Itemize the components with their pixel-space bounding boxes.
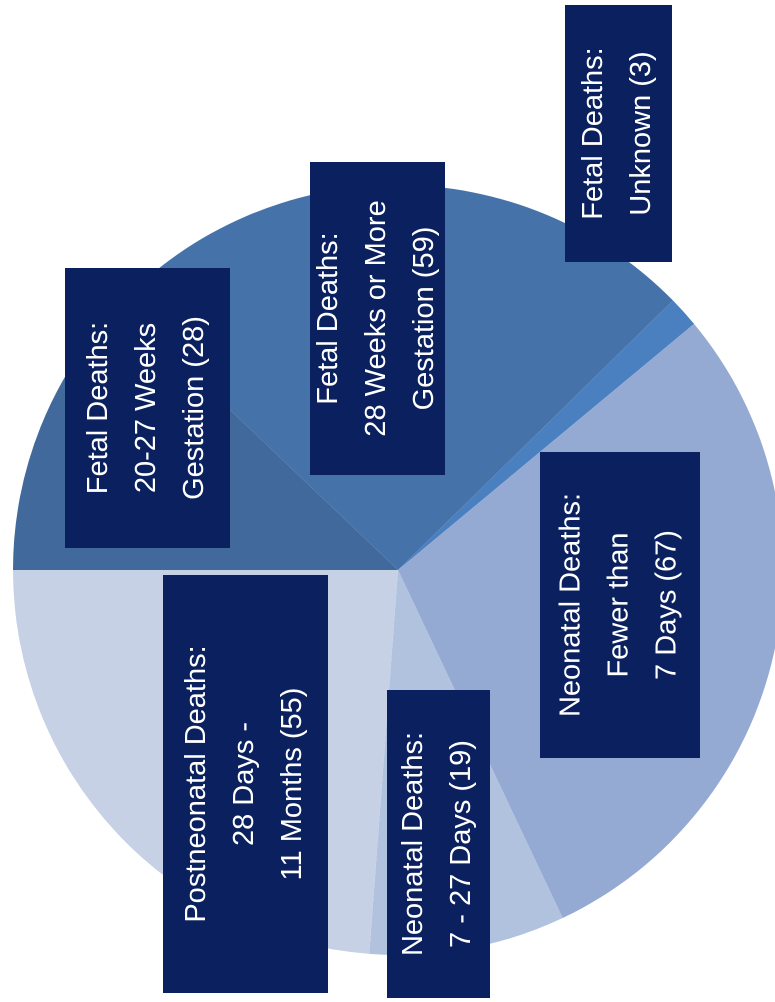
- label-text: Fewer than: [603, 532, 635, 677]
- label-text: Neonatal Deaths:: [555, 493, 587, 717]
- label-text: 28 Weeks or More: [360, 200, 392, 436]
- label-text: Fetal Deaths:: [312, 232, 344, 404]
- slice-label: Neonatal Deaths: Fewer than 7 Days (67): [540, 452, 700, 758]
- label-box: [65, 268, 230, 548]
- label-box: [163, 575, 328, 993]
- pie-slice: [398, 300, 695, 570]
- label-text: Unknown (3): [625, 51, 657, 215]
- slice-label: Fetal Deaths: 20-27 Weeks Gestation (28): [65, 268, 230, 548]
- label-text: Postneonatal Deaths:: [180, 645, 212, 922]
- slice-label: Postneonatal Deaths: 28 Days - 11 Months (…: [163, 575, 328, 993]
- label-text: Neonatal Deaths:: [397, 732, 429, 956]
- label-box: [310, 162, 445, 475]
- label-text: Gestation (28): [178, 316, 210, 500]
- label-text: Fetal Deaths:: [82, 322, 114, 494]
- label-text: Gestation (59): [408, 227, 440, 411]
- slice-label: Neonatal Deaths: 7 - 27 Days (19): [387, 690, 490, 998]
- label-text: 20-27 Weeks: [130, 323, 162, 493]
- slice-label: Fetal Deaths: Unknown (3): [565, 5, 672, 262]
- label-text: Fetal Deaths:: [577, 47, 609, 219]
- label-text: 7 Days (67): [651, 530, 683, 680]
- label-box: [540, 452, 700, 758]
- label-text: 7 - 27 Days (19): [445, 740, 477, 948]
- slice-label: Fetal Deaths: 28 Weeks or More Gestation (…: [310, 162, 445, 475]
- label-text: 28 Days -: [228, 722, 260, 846]
- label-box: [387, 690, 490, 998]
- label-box: [565, 5, 672, 262]
- label-text: 11 Months (55): [276, 688, 308, 881]
